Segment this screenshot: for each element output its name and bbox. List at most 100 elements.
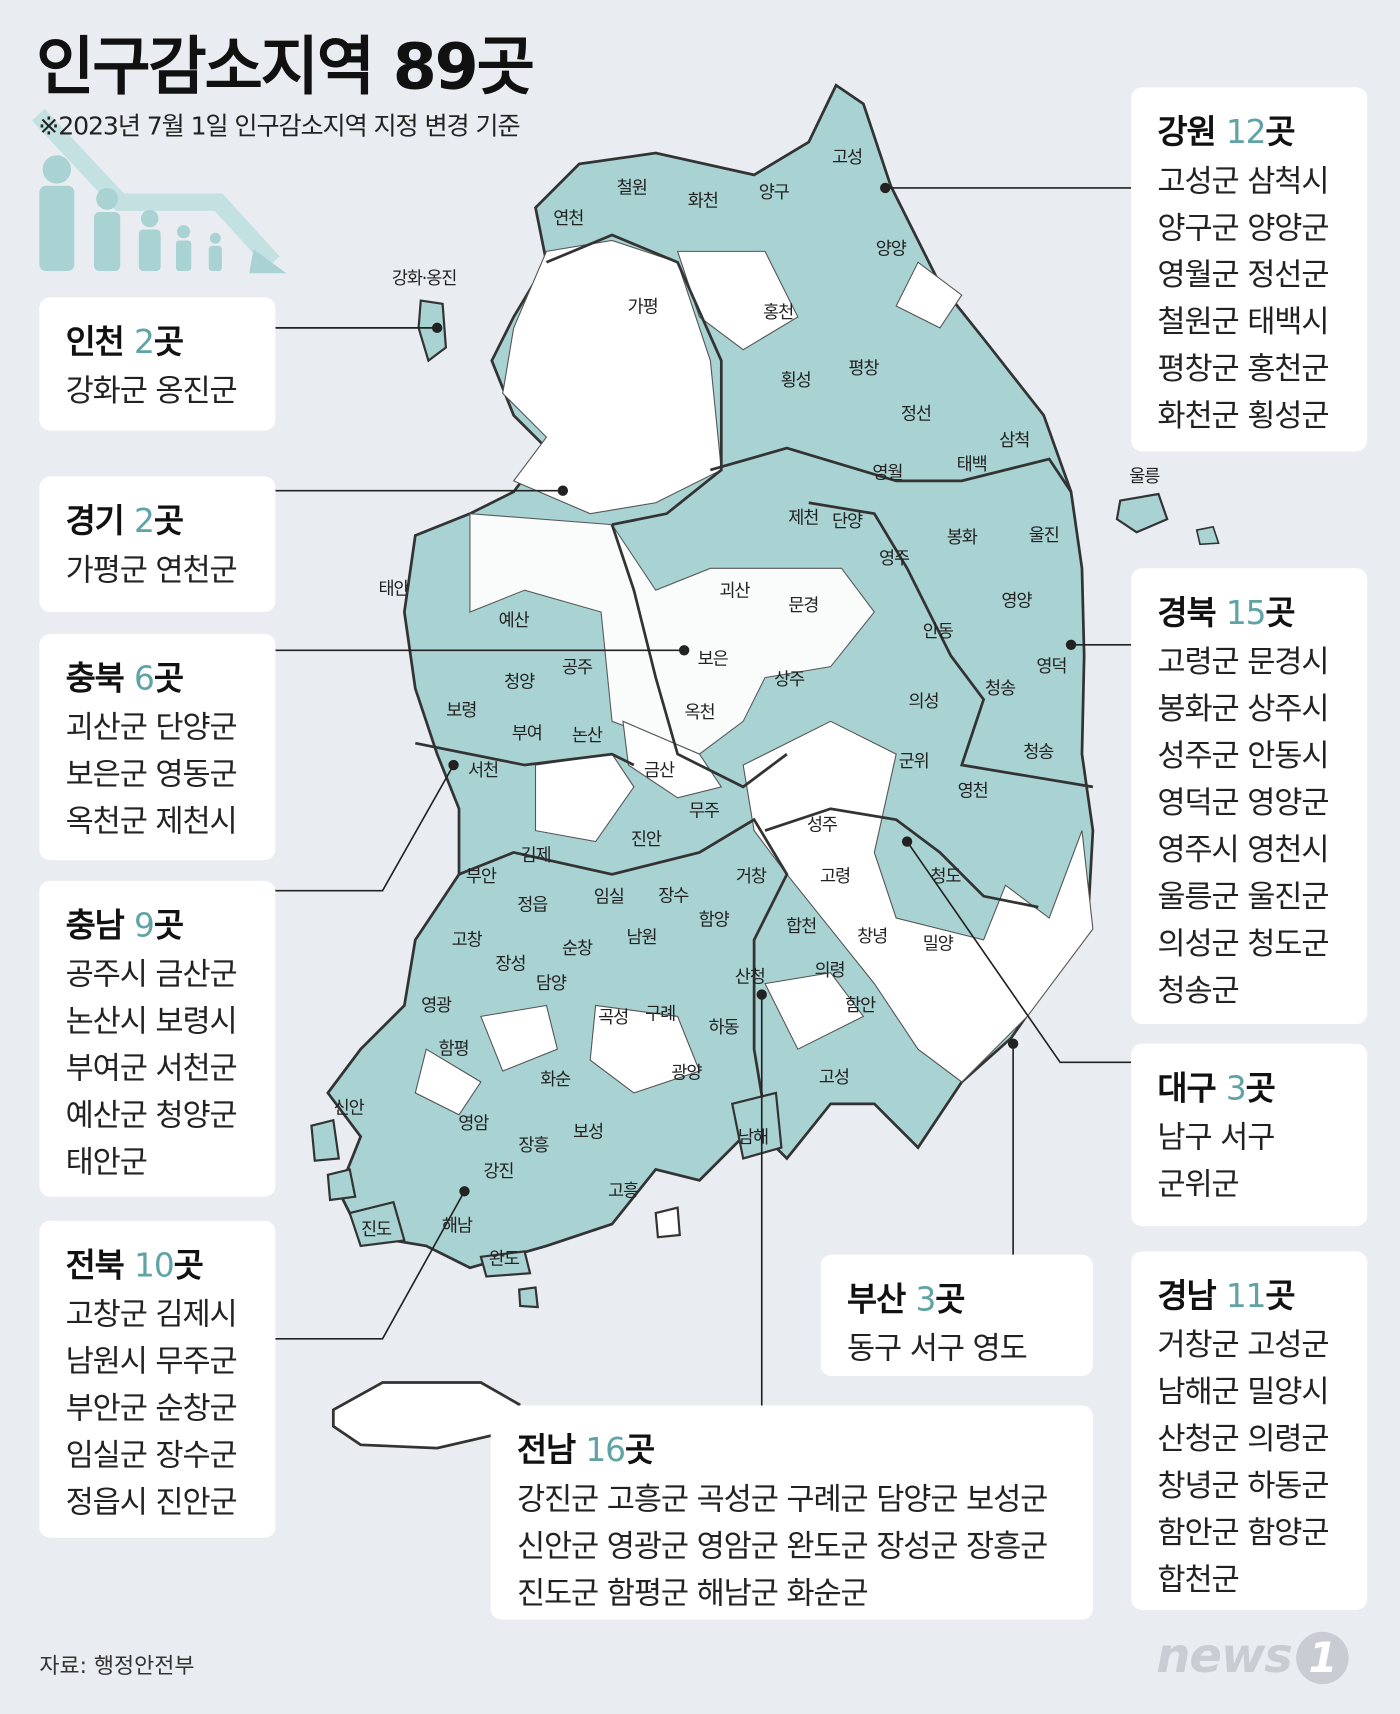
map-label: 영암 [458,1112,489,1134]
district-list-line: 함안군 함양군 [1157,1514,1329,1551]
district-list-line: 의성군 청도군 [1157,925,1329,962]
district-list-line: 예산군 청양군 [65,1097,238,1134]
region-heading: 경북 15곳 [1157,586,1341,634]
region-count: 3 [1225,1069,1247,1109]
region-unit: 곳 [153,323,184,362]
district-list-line: 고령군 문경시 [1157,643,1329,680]
district-list-line: 창녕군 하동군 [1157,1467,1329,1504]
map-label: 고창 [451,928,483,950]
district-list-line: 괴산군 단양군 [65,709,238,746]
map-label: 함안 [845,994,876,1016]
map-label: 김제 [520,844,552,866]
map-label: 보령 [446,699,477,721]
region-count: 2 [134,323,155,362]
district-list-line: 부안군 순창군 [65,1390,238,1427]
map-label: 청도 [930,865,961,887]
region-box-전남: 전남 16곳 강진군 고흥군 곡성군 구례군 담양군 보성군 신안군 영광군 영암군… [490,1405,1093,1620]
district-list-line: 강화군 옹진군 [65,372,238,409]
map-label: 남원 [626,926,658,948]
district-list-line: 동구 서구 영도 [846,1330,1028,1367]
district-list-line: 영덕군 영양군 [1157,784,1329,821]
district-list-line: 신안군 영광군 영암군 완도군 장성군 장흥군 [516,1527,1048,1564]
map-label: 강화·옹진 [391,267,458,289]
map-label: 횡성 [780,369,812,391]
region-box-충남: 충남 9곳 공주시 금산군 논산시 보령시 부여군 서천군 예산군 청양군 태안군 [39,880,276,1197]
district-list-line: 영주시 영천시 [1157,831,1329,868]
map-label: 산청 [734,966,766,987]
dokdo [1195,525,1220,546]
map-label: 진안 [630,828,662,850]
shrinking-people-with-down-arrow-icon [31,108,287,274]
map-label: 곡성 [598,1006,629,1028]
map-label: 영덕 [1036,655,1067,677]
map-label: 정읍 [517,893,548,915]
region-unit: 곳 [1265,1277,1295,1316]
region-unit: 곳 [624,1431,655,1470]
district-list-line: 공주시 금산군 [65,956,238,993]
map-label: 평창 [848,357,879,379]
map-label: 울진 [1028,524,1060,546]
region-count: 15 [1225,594,1267,633]
region-heading: 강원 12곳 [1157,105,1341,153]
region-unit: 곳 [173,1246,204,1286]
region-count: 16 [585,1431,626,1470]
region-box-대구: 대구 3곳 남구 서구 군위군 [1131,1043,1368,1227]
map-label: 화천 [687,190,719,211]
region-name: 경북 [1157,594,1216,633]
map-label: 제천 [788,507,819,528]
region-count: 12 [1225,113,1267,152]
region-heading: 전북 10곳 [66,1238,250,1286]
map-label: 공주 [562,656,593,678]
region-count: 3 [915,1280,936,1320]
region-box-강원: 강원 12곳 고성군 삼척시 양구군 양양군 영월군 정선군 철원군 태백시 평창군 홍천… [1131,87,1368,452]
district-list-line: 청송군 [1157,972,1239,1009]
region-name: 충북 [65,660,125,699]
map-label: 삼척 [999,429,1030,451]
region-heading: 부산 3곳 [847,1272,1067,1320]
map-label: 밀양 [922,933,954,955]
region-count: 6 [134,660,155,699]
map-label: 양구 [758,181,790,203]
map-label: 울릉 [1129,465,1160,487]
map-label: 남해 [738,1126,769,1148]
district-list-line: 산청군 의령군 [1157,1420,1329,1457]
region-name: 경기 [65,502,125,541]
map-label: 장수 [658,885,689,907]
region-unit: 곳 [153,660,184,699]
map-label: 창녕 [857,925,888,947]
region-unit: 곳 [1265,594,1295,633]
district-list-line: 부여군 서천군 [65,1050,238,1087]
map-label: 홍천 [763,301,794,323]
district-list-line: 성주군 안동시 [1157,737,1329,774]
region-heading: 경기 2곳 [66,494,250,542]
region-heading: 충남 9곳 [66,898,250,946]
region-box-경남: 경남 11곳 거창군 고성군 남해군 밀양시 산청군 의령군 창녕군 하동군 함안군 함양… [1131,1251,1368,1610]
map-label: 영월 [872,462,903,484]
region-unit: 곳 [1245,1069,1276,1109]
map-label: 영양 [1001,590,1032,611]
map-label: 연천 [553,207,584,229]
map-label: 청양 [504,671,535,692]
district-list-line: 보은군 영동군 [65,756,238,793]
region-heading: 충북 6곳 [66,651,250,699]
district-list-line: 임실군 장수군 [65,1437,238,1474]
map-label: 청송 [1023,740,1054,762]
region-unit: 곳 [935,1280,965,1320]
map-label: 광양 [671,1062,702,1084]
district-list-line: 강진군 고흥군 곡성군 구례군 담양군 보성군 [516,1480,1048,1517]
region-name: 경남 [1157,1277,1216,1316]
region-box-경기: 경기 2곳 가평군 연천군 [39,476,276,613]
map-label: 가평 [627,296,659,317]
map-label: 안동 [922,620,954,642]
map-label: 순창 [562,937,593,959]
map-label: 영주 [878,547,910,569]
map-label: 철원 [616,177,648,198]
map-label: 부안 [465,865,497,887]
map-label: 완도 [488,1248,520,1269]
district-list-line: 철원군 태백시 [1157,303,1329,340]
district-list-line: 군위군 [1157,1166,1239,1203]
map-label: 성주 [806,814,838,835]
map-label: 괴산 [719,580,750,602]
